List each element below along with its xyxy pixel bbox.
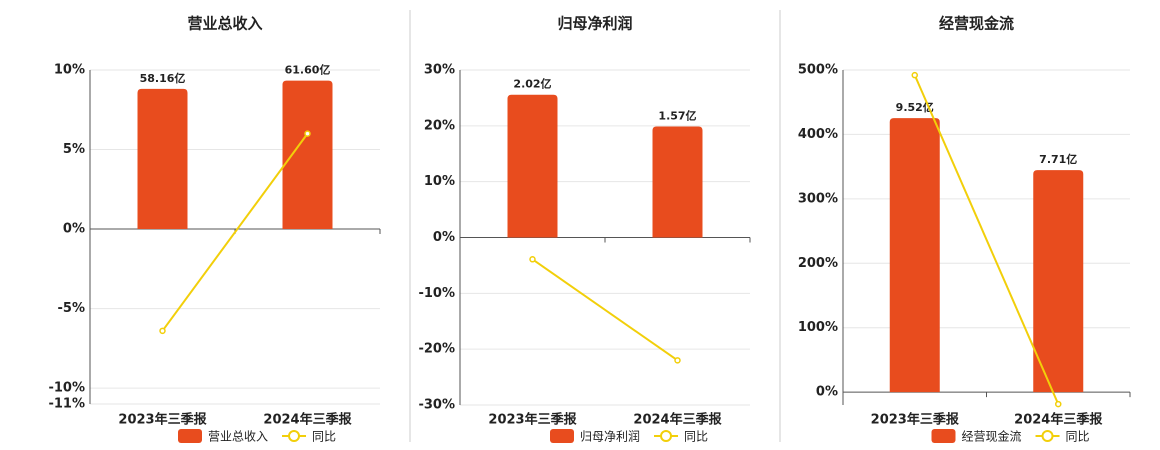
y-tick-label: 5% — [63, 142, 85, 157]
x-tick-label: 2023年三季报 — [118, 412, 207, 428]
y-tick-label: 200% — [798, 256, 838, 271]
y-tick-label: 10% — [54, 63, 85, 78]
chart-title: 营业总收入 — [187, 15, 262, 33]
x-tick-label: 2024年三季报 — [633, 412, 722, 428]
x-tick-label: 2024年三季报 — [263, 412, 352, 428]
y-tick-label: 500% — [798, 63, 838, 78]
legend-label: 同比 — [1066, 430, 1090, 444]
y-tick-label: -11% — [48, 397, 85, 412]
y-tick-label: -10% — [418, 286, 455, 301]
y-tick-label: 0% — [433, 230, 455, 245]
x-tick-label: 2023年三季报 — [488, 412, 577, 428]
bar — [889, 118, 940, 393]
legend-label: 归母净利润 — [580, 430, 640, 444]
data-label: 9.52亿 — [896, 100, 934, 114]
bar — [507, 94, 558, 238]
point — [674, 357, 681, 364]
legend-swatch — [931, 429, 956, 443]
y-tick-label: 0% — [63, 222, 85, 237]
y-tick-label: 30% — [424, 63, 455, 78]
data-label: 1.57亿 — [658, 109, 696, 123]
legend-swatch — [178, 429, 202, 443]
point — [911, 71, 918, 79]
data-label: 7.71亿 — [1039, 152, 1077, 166]
line — [531, 258, 679, 362]
y-tick-label: 400% — [798, 127, 838, 142]
legend-marker — [1041, 430, 1054, 442]
bar — [137, 88, 188, 230]
line — [161, 133, 309, 332]
legend-label: 同比 — [312, 430, 336, 444]
point — [304, 130, 311, 137]
legend-label: 营业总收入 — [208, 430, 268, 444]
data-label: 58.16亿 — [140, 71, 186, 85]
chart-title: 经营现金流 — [939, 15, 1014, 33]
y-tick-label: -30% — [418, 398, 455, 413]
x-tick-label: 2023年三季报 — [871, 412, 960, 428]
y-tick-label: 0% — [816, 385, 838, 400]
bar — [1033, 170, 1084, 393]
legend-label: 经营现金流 — [962, 429, 1022, 444]
legend-marker — [660, 430, 673, 442]
data-label: 2.02亿 — [513, 77, 551, 91]
legend-marker — [288, 430, 301, 442]
bar — [652, 126, 703, 238]
legend-label: 同比 — [684, 430, 708, 444]
y-tick-label: 300% — [798, 191, 838, 206]
y-tick-label: 100% — [798, 320, 838, 335]
bar — [282, 80, 333, 230]
y-tick-label: -20% — [418, 342, 455, 357]
x-tick-label: 2024年三季报 — [1014, 412, 1103, 428]
chart-title: 归母净利润 — [557, 15, 632, 33]
data-label: 61.60亿 — [285, 63, 331, 77]
legend-swatch — [550, 429, 574, 443]
y-tick-label: -10% — [48, 381, 85, 396]
point — [159, 327, 166, 335]
y-tick-label: 20% — [424, 118, 455, 133]
point — [1055, 400, 1062, 408]
line — [913, 74, 1060, 405]
y-tick-label: 10% — [424, 174, 455, 189]
y-tick-label: -5% — [58, 301, 85, 316]
point — [529, 256, 536, 263]
